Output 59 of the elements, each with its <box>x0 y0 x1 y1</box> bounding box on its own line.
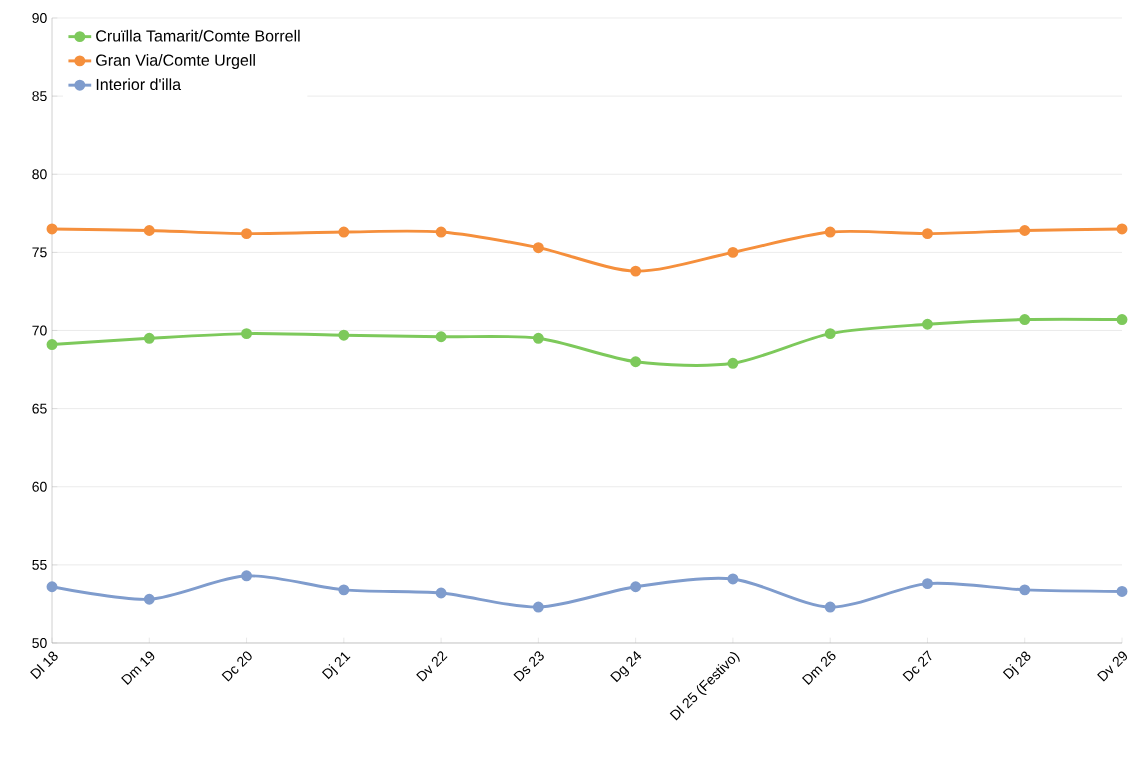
point <box>922 318 933 330</box>
point <box>1019 225 1031 236</box>
x-tick-label: Dv 29 <box>1097 651 1128 682</box>
point <box>630 356 642 368</box>
point <box>922 228 933 240</box>
x-tick-label: Dc 27 <box>902 650 932 682</box>
point <box>1116 314 1128 326</box>
point <box>727 246 739 258</box>
point <box>922 578 933 590</box>
point <box>435 587 447 599</box>
point <box>435 226 447 238</box>
point <box>532 242 544 254</box>
x-tick-label: Dm 19 <box>121 651 155 685</box>
point <box>532 601 544 613</box>
y-tick-label: 50 <box>32 638 47 648</box>
point <box>241 228 253 240</box>
point <box>532 332 544 344</box>
x-tick-label: Dj 21 <box>321 652 351 680</box>
point <box>727 357 739 369</box>
y-tick-label: 60 <box>32 481 47 492</box>
point <box>338 584 350 596</box>
x-tick-label: Dc 20 <box>221 651 252 682</box>
point <box>46 581 58 593</box>
legend-label: Cruïlla Tamarit/Comte Borrell <box>96 29 300 42</box>
point <box>143 225 155 236</box>
point <box>1019 584 1031 596</box>
x-tick-label: Dm 26 <box>801 651 836 685</box>
x-tick-label: Ds 23 <box>513 651 544 682</box>
y-tick-label: 90 <box>32 13 47 23</box>
y-tick-label: 75 <box>32 247 47 258</box>
point <box>727 573 739 585</box>
point <box>46 339 58 351</box>
point <box>143 593 155 605</box>
x-tick-label: Dj 28 <box>1002 651 1031 680</box>
y-tick-label: 55 <box>32 560 47 570</box>
legend-label: Gran Via/Comte Urgell <box>96 54 255 70</box>
legend-label: Interior d'illa <box>96 78 182 91</box>
y-tick-label: 70 <box>32 325 47 336</box>
point <box>824 601 836 613</box>
point <box>241 570 253 582</box>
point <box>338 329 350 341</box>
point <box>46 223 58 235</box>
x-tick-label: Dl 18 <box>30 651 58 680</box>
point <box>630 265 642 277</box>
point <box>1116 223 1128 235</box>
point <box>338 226 350 238</box>
point <box>143 332 155 344</box>
y-tick-label: 65 <box>32 403 47 414</box>
point <box>435 331 447 343</box>
y-tick-label: 85 <box>32 91 47 102</box>
point <box>630 581 642 593</box>
point <box>824 328 836 340</box>
y-tick-label: 80 <box>32 169 47 180</box>
x-tick-label: Dg 24 <box>610 651 642 683</box>
point <box>1019 314 1031 326</box>
x-tick-label: Dv 22 <box>416 651 448 682</box>
point <box>824 226 836 238</box>
point <box>241 328 253 340</box>
point <box>1116 585 1128 597</box>
